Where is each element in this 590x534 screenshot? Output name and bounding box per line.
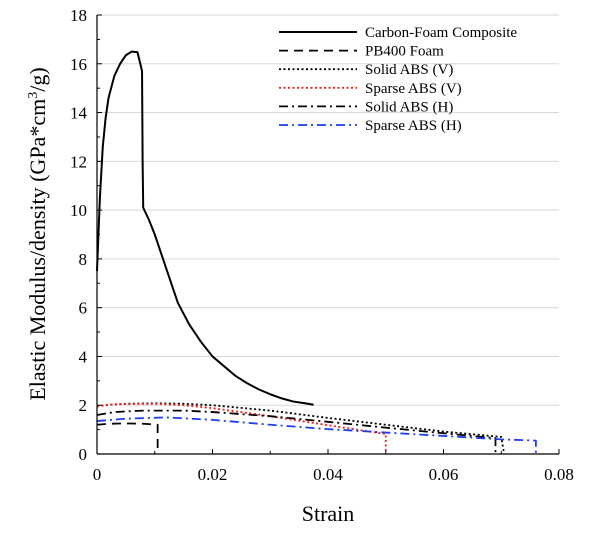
y-tick-label: 12 <box>70 152 87 171</box>
legend-label: Sparse ABS (H) <box>365 118 462 134</box>
legend-label: PB400 Foam <box>365 44 444 60</box>
legend-label: Solid ABS (H) <box>365 99 453 115</box>
x-tick-label: 0.04 <box>313 465 343 484</box>
legend-label: Sparse ABS (V) <box>365 81 462 97</box>
series-line-5 <box>96 409 497 454</box>
series-line-6 <box>96 416 537 454</box>
x-tick-layer: 0 0.02 0.04 0.06 0.08 <box>93 449 574 484</box>
y-tick-label: 6 <box>79 299 88 318</box>
axes-layer <box>96 15 559 455</box>
y-tick-label: 0 <box>79 445 88 464</box>
legend: Carbon-Foam Composite PB400 Foam Solid ABS… <box>279 25 517 134</box>
y-tick-label: 14 <box>70 104 88 123</box>
y-tick-label: 16 <box>70 55 87 74</box>
series-line-4 <box>96 402 387 454</box>
series-line-3 <box>96 402 506 455</box>
y-axis-title-sup: 3 <box>26 92 41 99</box>
legend-label: Carbon-Foam Composite <box>365 25 517 41</box>
legend-label: Solid ABS (V) <box>365 62 453 78</box>
grid-layer <box>97 14 559 406</box>
x-tick-label: 0 <box>93 465 102 484</box>
y-tick-layer: 0 2 4 6 8 10 12 14 16 18 <box>70 6 102 464</box>
y-axis-title-tail: /g) <box>25 67 50 91</box>
y-tick-label: 18 <box>70 6 87 25</box>
series-layer <box>96 50 537 455</box>
series-line-1 <box>96 50 314 406</box>
x-axis-title: Strain <box>302 501 355 526</box>
y-tick-label: 8 <box>79 250 88 269</box>
x-tick-label: 0.06 <box>429 465 459 484</box>
x-tick-label: 0.08 <box>544 465 574 484</box>
series-line-2 <box>96 422 159 454</box>
y-axis-title-main: Elastic Modulus/density (GPa*cm <box>25 99 50 401</box>
y-tick-label: 2 <box>79 396 88 415</box>
y-tick-label: 4 <box>79 347 88 366</box>
x-tick-label: 0.02 <box>198 465 228 484</box>
y-axis-title: Elastic Modulus/density (GPa*cm3/g) <box>25 67 50 400</box>
y-tick-label: 10 <box>70 201 87 220</box>
